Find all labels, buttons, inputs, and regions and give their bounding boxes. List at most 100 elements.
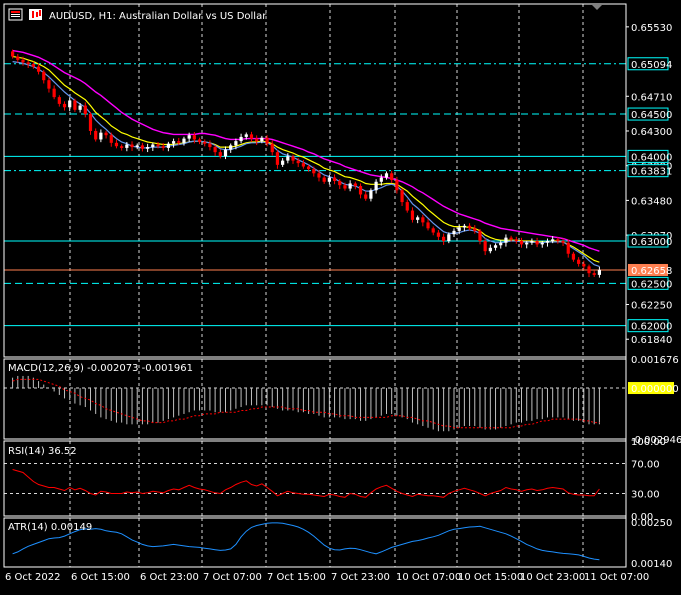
pane-frame-atr [3,517,627,568]
level-price-tag [627,164,669,178]
pane-borders [3,3,627,568]
level-price-tag [627,107,669,121]
candle-body [452,230,456,235]
candle-body [353,183,357,187]
time-label: 11 Oct 07:00 [584,572,649,583]
candle-body [286,156,290,161]
level-price-label: 0.63000 [631,237,672,248]
price-tick-label: 0.64300 [631,127,672,138]
candle-body [436,232,441,237]
ma-line-ma-mid [12,61,600,267]
level-price-label: 0.62000 [631,322,672,333]
candle-body [540,242,544,245]
level-price-label: 0.64000 [631,152,672,163]
candle-body [281,160,285,165]
candle-body [296,160,300,164]
time-label: 7 Oct 15:00 [267,572,326,583]
candle-body [478,230,482,242]
rsi-tick-label: 100.00 [631,437,666,448]
candle-body [156,144,160,147]
price-tick-label: 0.65530 [631,23,672,34]
candle-body [140,145,145,149]
candle-body [582,263,586,267]
candle-body [104,132,108,136]
rsi-pane [4,463,626,498]
price-tick-label: 0.62250 [631,301,672,312]
candle-body [374,181,378,191]
atr-tick-label: 0.00250 [631,518,672,529]
candle-body [457,227,461,231]
current-price-tag [628,263,668,276]
candle-body [327,177,331,182]
rsi-tick-label: 70.00 [631,460,660,471]
candle-body [265,137,269,144]
time-label: 10 Oct 23:00 [520,572,585,583]
candle-body [442,236,446,242]
candle-body [187,135,191,139]
horizontal-levels [4,63,626,327]
candle-body [571,253,576,260]
moving-averages [12,49,600,267]
candle-body [223,149,228,157]
candle-body [31,64,35,67]
pane-frame-rsi [3,440,627,517]
candle-body [114,142,119,147]
macd-zero-tag [628,382,674,395]
candle-body [509,237,513,240]
candle-body [94,130,98,140]
candle-body [16,56,20,60]
atr-pane [12,522,600,561]
rsi-tick-label: 0.00 [631,512,653,523]
candle-body [405,202,409,211]
atr-title: ATR(14) 0.00149 [8,522,92,533]
candle-body [182,138,186,143]
candle-body [135,145,139,148]
candle-body [379,177,383,182]
candle-body [473,228,477,231]
candle-body [525,242,529,245]
level-price-label: 0.65094 [631,60,672,71]
macd-tick-label: 0.000000 [631,384,679,395]
candle-body [348,183,352,189]
candle-body [260,137,264,142]
time-label: 10 Oct 15:00 [458,572,523,583]
time-label: 6 Oct 2022 [5,572,60,583]
time-label: 7 Oct 23:00 [331,572,390,583]
candle-body [390,173,394,181]
candle-body [493,245,498,248]
price-tick-label: 0.64710 [631,92,672,103]
grid-lines [69,4,584,567]
candle-body [208,143,212,148]
candle-body [151,144,155,148]
candle-body [26,62,30,65]
candle-body [462,225,466,228]
candle-body [171,141,176,144]
collapse-arrow-icon[interactable] [592,5,602,10]
rsi-tick-label: 30.00 [631,490,660,501]
candle-body [597,269,602,275]
level-price-tag [627,149,669,163]
candle-body [52,88,56,98]
level-price-tag [627,234,669,248]
candle-body [177,141,181,143]
candle-body [120,146,124,148]
level-price-label: 0.63831 [631,167,672,178]
macd-tick-label: -0.002946 [631,435,681,446]
candle-body [229,145,233,150]
ma-line-ma-fast [12,55,600,263]
candle-body [410,210,415,220]
candle-type-icon[interactable] [29,9,42,20]
candle-body [556,239,560,242]
candle-body [125,144,129,148]
candle-body [364,194,368,199]
chart-menu-icon[interactable] [8,8,23,21]
time-label: 6 Oct 15:00 [71,572,130,583]
candle-body [317,173,321,178]
rsi-line [12,469,600,498]
candle-body [130,144,134,148]
candle-body [577,259,581,264]
candle-body [10,51,15,57]
candle-body [587,266,591,274]
